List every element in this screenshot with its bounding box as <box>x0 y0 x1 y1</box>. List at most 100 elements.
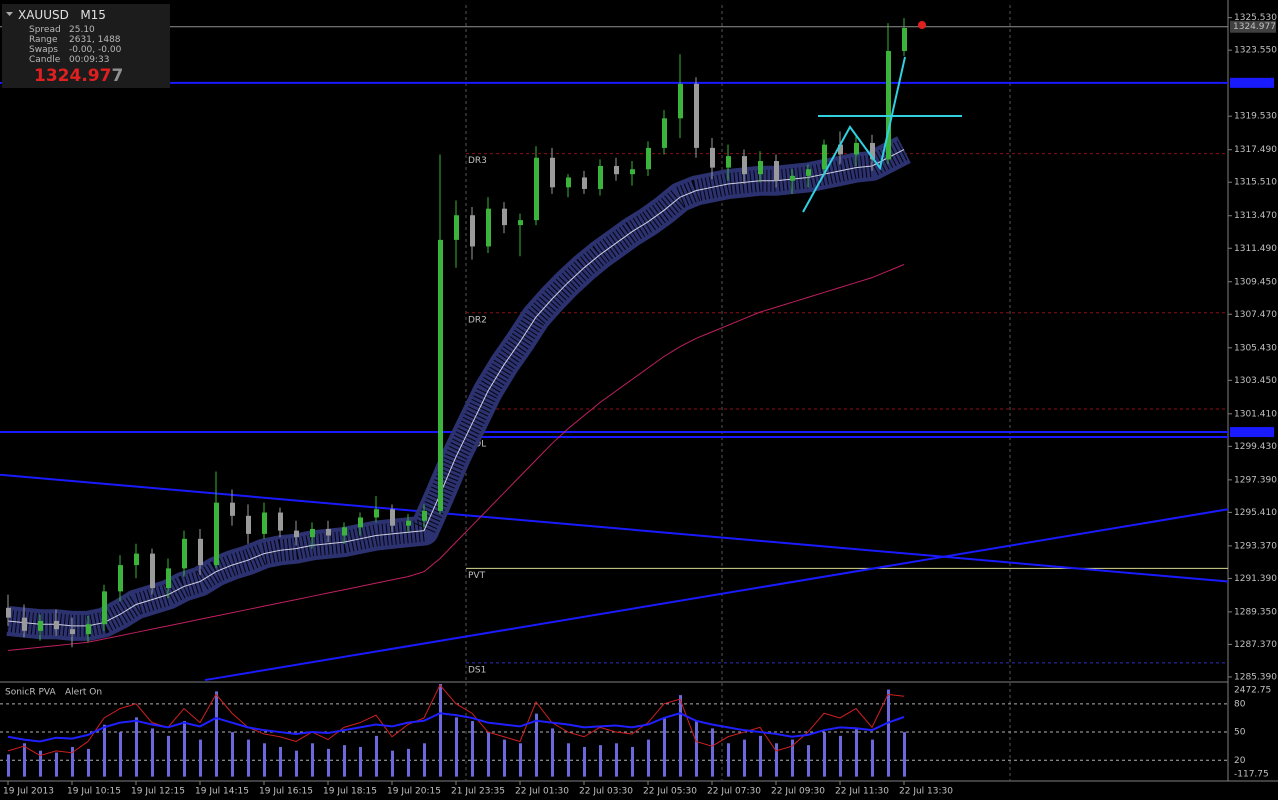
label: Candle <box>29 55 61 65</box>
y-tick-label: 1309.450 <box>1234 277 1277 287</box>
x-tick-label: 22 Jul 13:30 <box>899 787 953 797</box>
panel-toggle[interactable] <box>6 10 16 20</box>
volume-bar <box>759 735 762 777</box>
volume-bar <box>599 745 602 777</box>
pivot-label: DS1 <box>468 665 486 675</box>
candle-body <box>518 220 523 226</box>
y-tick-label: 1287.370 <box>1234 640 1277 650</box>
volume-bar <box>39 750 42 777</box>
volume-bar <box>295 750 298 777</box>
candle-body <box>454 215 459 240</box>
x-tick-label: 22 Jul 11:30 <box>835 787 889 797</box>
candle-body <box>86 624 91 635</box>
y-tick-label: 1301.410 <box>1234 409 1277 419</box>
volume-bar <box>775 743 778 777</box>
x-tick-label: 22 Jul 03:30 <box>579 787 633 797</box>
candle-body <box>854 142 859 155</box>
candle-body <box>870 142 875 160</box>
x-tick-label: 19 Jul 18:15 <box>323 787 377 797</box>
candle-body <box>374 509 379 518</box>
y-tick-label: 1305.430 <box>1234 343 1277 353</box>
sub-tick-label: 80 <box>1234 699 1246 709</box>
candle-body <box>294 530 299 538</box>
indicator-title: SonicR PVA <box>5 688 56 698</box>
volume-bar <box>631 746 634 777</box>
volume-bar <box>247 739 250 777</box>
x-tick-label: 21 Jul 23:35 <box>451 787 505 797</box>
value: 25.10 <box>69 25 95 35</box>
x-tick-label: 19 Jul 2013 <box>3 787 54 797</box>
candle-body <box>662 118 667 148</box>
volume-bar <box>151 728 154 777</box>
label: Range <box>29 35 58 45</box>
pivot-label: PVT <box>468 571 486 581</box>
volume-bar <box>359 746 362 777</box>
volume-bar <box>263 743 266 777</box>
y-tick-label: 1299.430 <box>1234 442 1277 452</box>
volume-bar <box>535 713 538 777</box>
candle-body <box>230 502 235 516</box>
drawn-pattern[interactable] <box>802 56 906 213</box>
volume-bar <box>343 745 346 777</box>
candle-body <box>166 568 171 589</box>
candle-body <box>54 620 59 630</box>
plot-layers: 1325.530 1323.550 1319.530 1317.490 1315.510… <box>0 13 1277 797</box>
label: Swaps <box>29 45 58 55</box>
x-tick-label: 19 Jul 10:15 <box>67 787 121 797</box>
x-tick-label: 19 Jul 16:15 <box>259 787 313 797</box>
volume-bar <box>55 752 58 777</box>
candle-body <box>406 520 411 526</box>
candle-body <box>102 591 107 625</box>
candle-body <box>470 215 475 247</box>
volume-bar <box>231 732 234 777</box>
candle-body <box>182 538 187 569</box>
volume-bar <box>711 728 714 777</box>
candle-body <box>278 512 283 531</box>
bid-tag <box>1230 20 1276 33</box>
y-tick-label: 1311.490 <box>1234 244 1277 254</box>
symbol: XAUUSD <box>18 8 69 22</box>
candle-body <box>246 515 251 534</box>
y-tick-label: 1317.490 <box>1234 145 1277 155</box>
oscillator-slow <box>7 684 905 757</box>
volume-bar <box>583 746 586 777</box>
candle-body <box>22 617 27 631</box>
volume-bar <box>807 745 810 777</box>
volume-bar <box>855 728 858 777</box>
trend-line <box>0 473 1229 583</box>
candle-body <box>342 527 347 536</box>
candle-body <box>694 83 699 148</box>
candle-body <box>710 147 715 168</box>
volume-bar <box>487 732 490 777</box>
volume-bar <box>727 743 730 777</box>
y-tick-label: 1297.390 <box>1234 475 1277 485</box>
x-tick-label: 22 Jul 07:30 <box>707 787 761 797</box>
y-tick-label: 1293.370 <box>1234 541 1277 551</box>
swaps-row: Swaps -0.00, -0.00 <box>29 45 121 55</box>
volume-bar <box>551 728 554 777</box>
y-tick-label: 1315.510 <box>1234 178 1277 188</box>
candle-body <box>838 144 843 155</box>
candle-body <box>598 165 603 189</box>
candle-body <box>358 517 363 528</box>
volume-bar <box>183 721 186 777</box>
alert-marker[interactable] <box>918 21 926 29</box>
candle-body <box>582 177 587 189</box>
candle-row: Candle 00:09:33 <box>29 55 109 65</box>
volume-bar <box>455 717 458 777</box>
candle-body <box>502 208 507 226</box>
volume-bar <box>823 732 826 777</box>
label: Spread <box>29 25 61 35</box>
volume-bar <box>119 732 122 777</box>
volume-bar <box>423 743 426 777</box>
candle-body <box>38 620 43 631</box>
candle-body <box>422 510 427 521</box>
y-tick-label: 1307.470 <box>1234 310 1277 320</box>
value: -0.00, -0.00 <box>69 45 122 55</box>
volume-bar <box>167 735 170 777</box>
volume-bar <box>615 743 618 777</box>
candle-body <box>438 239 443 511</box>
candle-body <box>886 50 891 160</box>
candle-body <box>806 169 811 176</box>
